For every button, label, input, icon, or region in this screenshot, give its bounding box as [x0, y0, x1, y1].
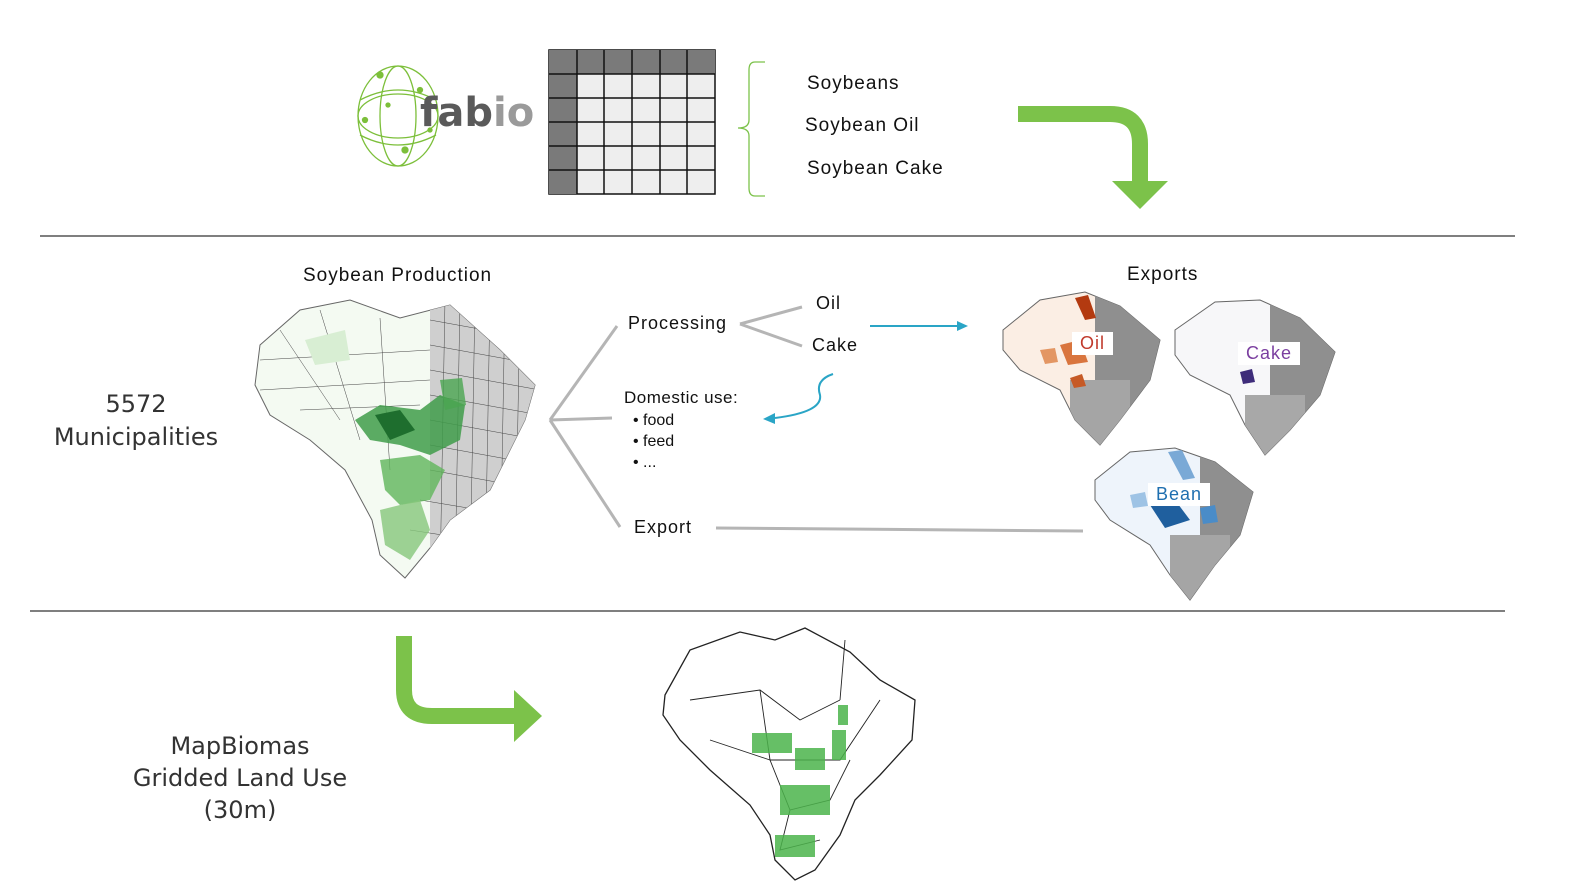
- flow-lines: [548, 305, 1084, 533]
- export-cake-label: Cake: [1238, 342, 1301, 365]
- product-soybeans: Soybeans: [807, 73, 900, 94]
- gridded-land-use-map: [662, 627, 916, 881]
- municipalities-text: Municipalities: [53, 423, 219, 451]
- domestic-item-food: food: [643, 412, 675, 429]
- cake-export-map: [1174, 299, 1336, 456]
- domestic-item-feed: feed: [643, 433, 675, 450]
- mapbiomas-title: MapBiomas: [170, 732, 310, 760]
- green-right-arrow: [396, 636, 542, 742]
- globe-network-icon: [357, 65, 439, 167]
- domestic-item-more: ...: [643, 454, 657, 471]
- green-down-arrow: [1018, 106, 1168, 209]
- export-bean-label: Bean: [1148, 483, 1211, 506]
- teal-arrows: [763, 321, 968, 424]
- flow-processing: Processing: [628, 313, 728, 333]
- export-oil-label: Oil: [1072, 332, 1113, 355]
- oil-export-map: [1002, 291, 1161, 446]
- matrix-table-icon: [548, 49, 716, 195]
- title-exports: Exports: [1127, 264, 1199, 285]
- municipalities-count: 5572: [105, 390, 167, 418]
- mapbiomas-subtitle: Gridded Land Use: [132, 764, 348, 792]
- flow-export: Export: [634, 517, 693, 537]
- municipalities-label: 5572 Municipalities: [30, 388, 242, 454]
- mapbiomas-label: MapBiomas Gridded Land Use (30m): [110, 730, 370, 826]
- logo-text-io: io: [493, 90, 535, 136]
- flow-oil: Oil: [816, 293, 841, 313]
- domestic-use-list: • food • feed • ...: [633, 410, 674, 473]
- list-item: • food: [633, 412, 675, 429]
- flow-domestic-use: Domestic use:: [624, 388, 739, 407]
- flow-cake: Cake: [812, 335, 859, 355]
- title-soybean-production: Soybean Production: [303, 265, 493, 286]
- product-soybean-oil: Soybean Oil: [805, 115, 920, 136]
- product-soybean-cake: Soybean Cake: [807, 158, 944, 179]
- logo-text-fab: fab: [420, 90, 494, 136]
- list-item: • ...: [633, 454, 657, 471]
- bean-export-map: [1094, 447, 1254, 601]
- fabio-logo: fabio: [420, 89, 534, 137]
- mapbiomas-resolution: (30m): [203, 796, 277, 824]
- soybean-production-map: [254, 299, 536, 579]
- brace: [737, 61, 765, 197]
- list-item: • feed: [633, 433, 675, 450]
